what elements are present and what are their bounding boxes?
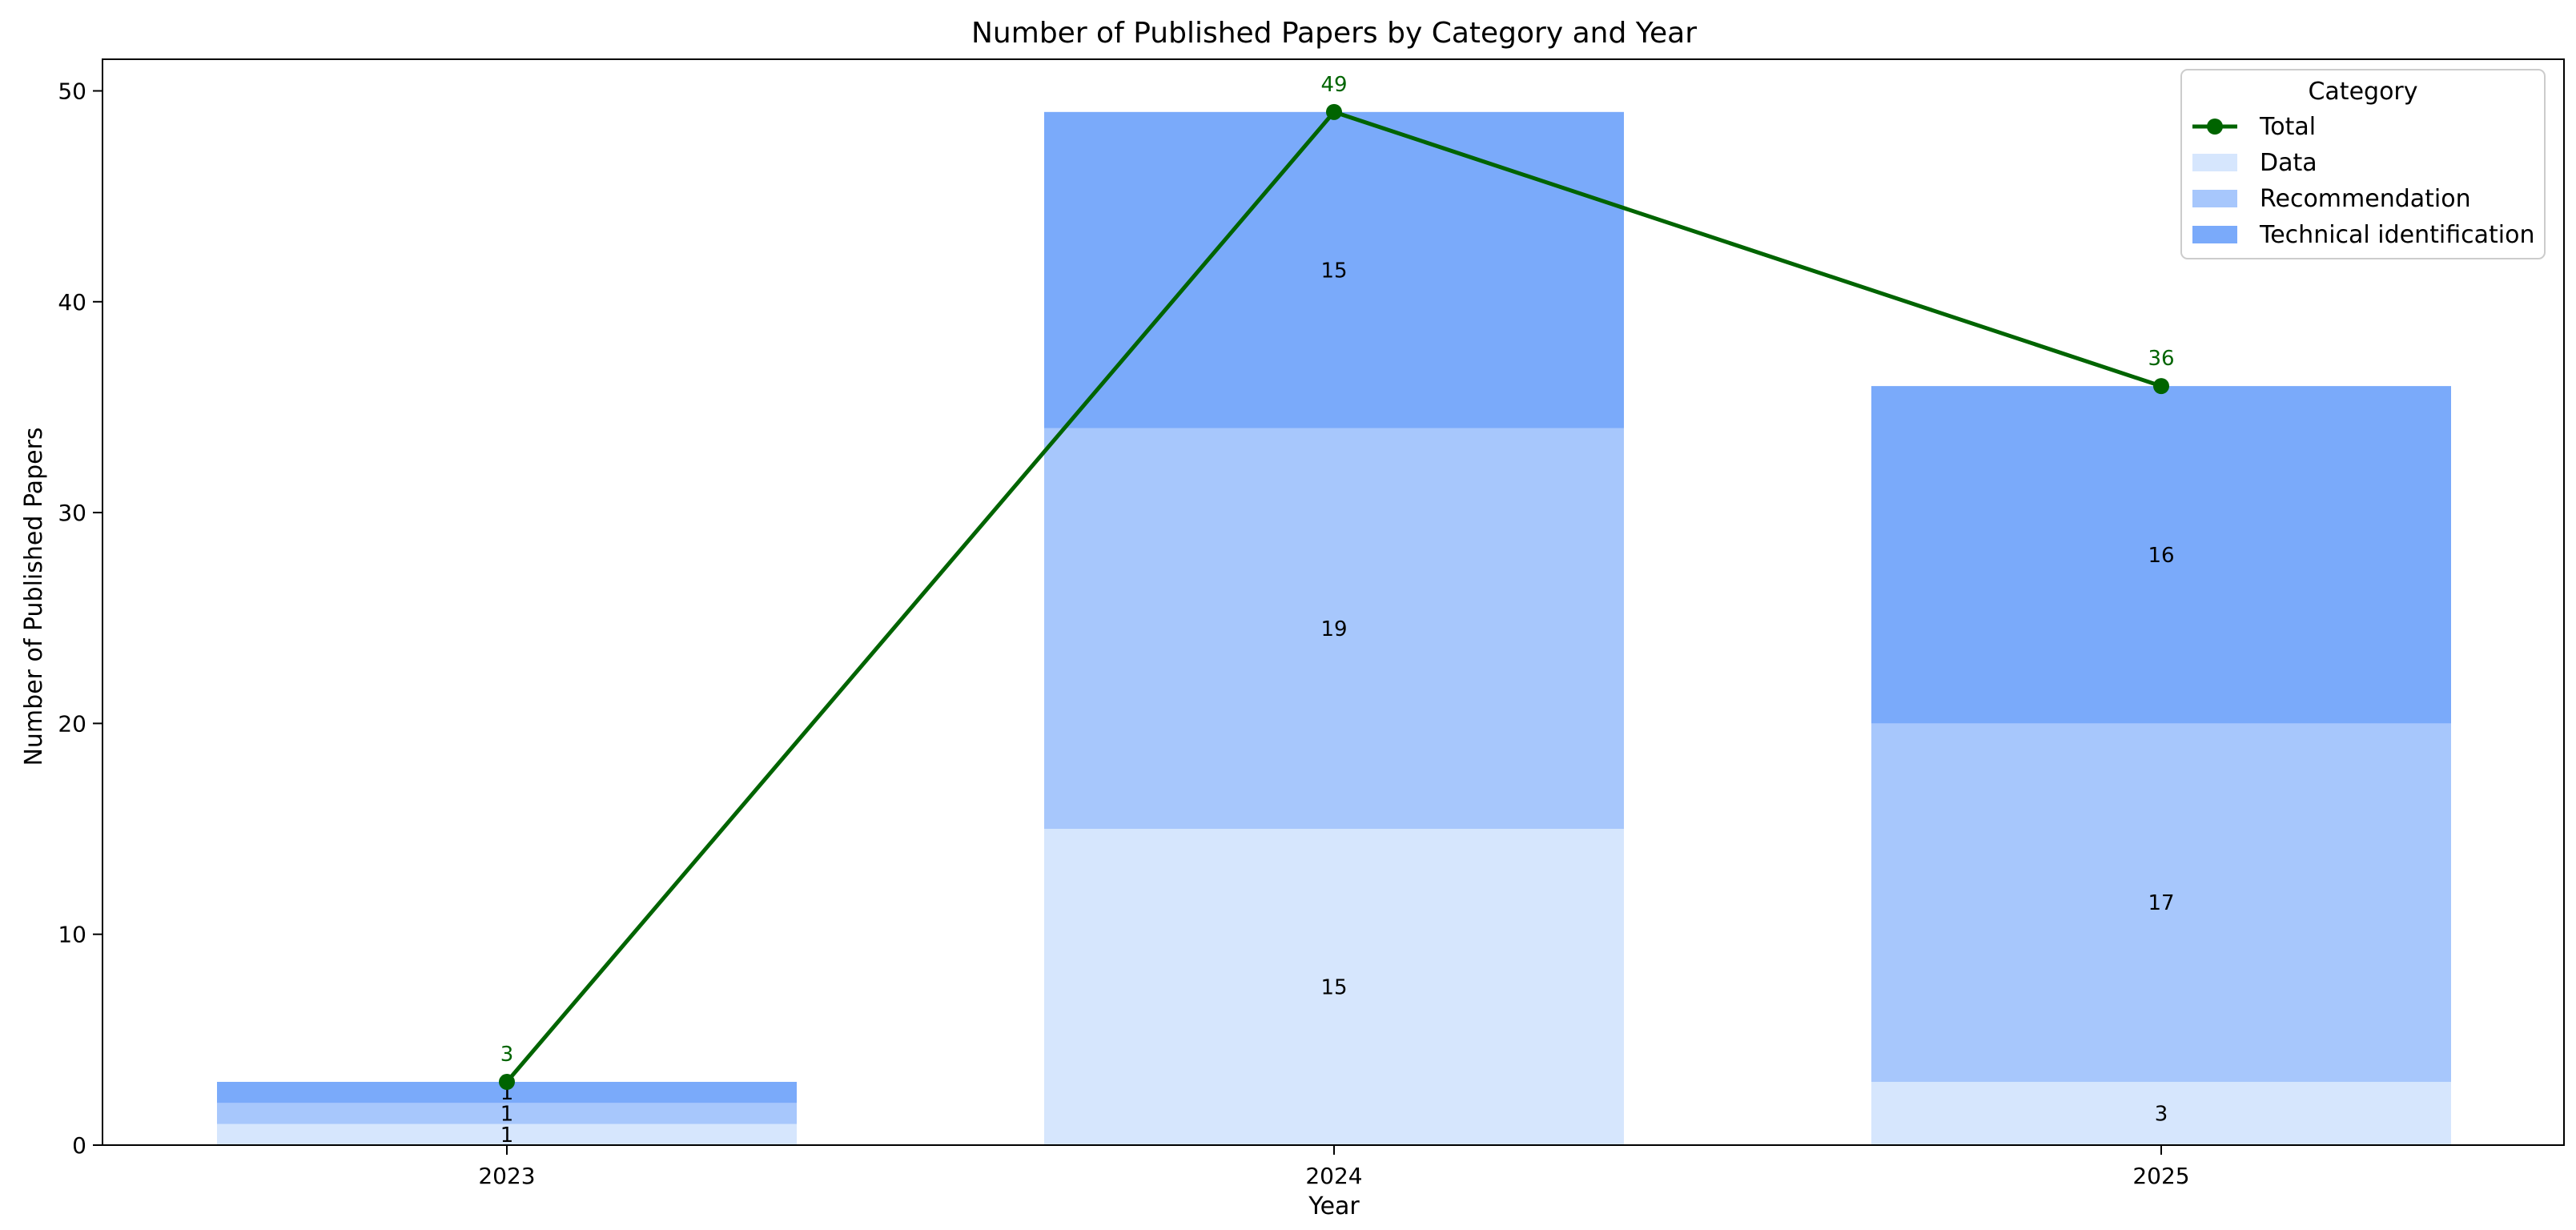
y-tick-label-20: 20: [58, 710, 86, 737]
legend-items: Total Data Recommendation Technical identif…: [2192, 113, 2534, 249]
segment-label-data-2024: 15: [1320, 976, 1347, 1000]
total-point-2024: [1326, 103, 1342, 120]
total-point-2023: [499, 1074, 515, 1091]
bar-recommendation-2023: [217, 1103, 797, 1124]
x-tick-label-2023: 2023: [478, 1163, 535, 1189]
legend-label-technical-identification: Technical identification: [2259, 221, 2534, 249]
total-label-2025: 36: [2148, 347, 2174, 371]
total-label-2024: 49: [1320, 73, 1347, 97]
total-line-group: 3 49 36: [499, 73, 2175, 1091]
segment-label-technical-identification-2025: 16: [2148, 544, 2174, 568]
y-tick-label-40: 40: [58, 289, 86, 316]
legend: Category Total Data Recommendation Technica…: [2180, 69, 2546, 259]
bar-data-2023: [217, 1123, 797, 1145]
segment-label-data-2023: 1: [500, 1123, 514, 1148]
bar-data-2024: [1044, 829, 1624, 1145]
segment-label-recommendation-2024: 19: [1320, 617, 1347, 641]
x-tick-label-2025: 2025: [2132, 1163, 2189, 1189]
bar-recommendation-2025: [1871, 723, 2451, 1083]
legend-swatch-data: [2192, 154, 2237, 171]
y-tick-label-50: 50: [58, 78, 86, 104]
y-tick-label-10: 10: [58, 922, 86, 948]
legend-box: [2180, 69, 2546, 259]
total-point-2025: [2153, 378, 2169, 395]
bar-technical-identification-2025: [1871, 386, 2451, 724]
legend-swatch-recommendation: [2192, 190, 2237, 207]
segment-label-recommendation-2025: 17: [2148, 891, 2174, 915]
legend-label-data: Data: [2260, 149, 2317, 177]
legend-marker-total: [2207, 119, 2223, 135]
bar-recommendation-2024: [1044, 428, 1624, 830]
x-tick-label-2024: 2024: [1305, 1163, 1362, 1189]
axes-group: 0 10 20 30 40 50 2023 2024 2025: [58, 78, 2189, 1189]
segment-label-recommendation-2023: 1: [500, 1103, 514, 1127]
x-axis-label: Year: [1308, 1192, 1360, 1220]
segment-label-data-2025: 3: [2155, 1103, 2168, 1127]
legend-label-recommendation: Recommendation: [2260, 185, 2471, 213]
y-tick-label-0: 0: [72, 1132, 86, 1159]
bars-group: [217, 111, 2451, 1145]
legend-swatch-technical-identification: [2192, 226, 2237, 243]
total-label-2023: 3: [500, 1043, 514, 1067]
y-tick-label-30: 30: [58, 500, 86, 526]
y-axis-label: Number of Published Papers: [20, 427, 48, 766]
bar-technical-identification-2024: [1044, 111, 1624, 428]
chart-title: Number of Published Papers by Category a…: [971, 17, 1697, 50]
bar-data-2025: [1871, 1082, 2451, 1145]
legend-title: Category: [2308, 78, 2417, 106]
legend-label-total: Total: [2259, 113, 2316, 141]
segment-label-technical-identification-2024: 15: [1320, 259, 1347, 283]
